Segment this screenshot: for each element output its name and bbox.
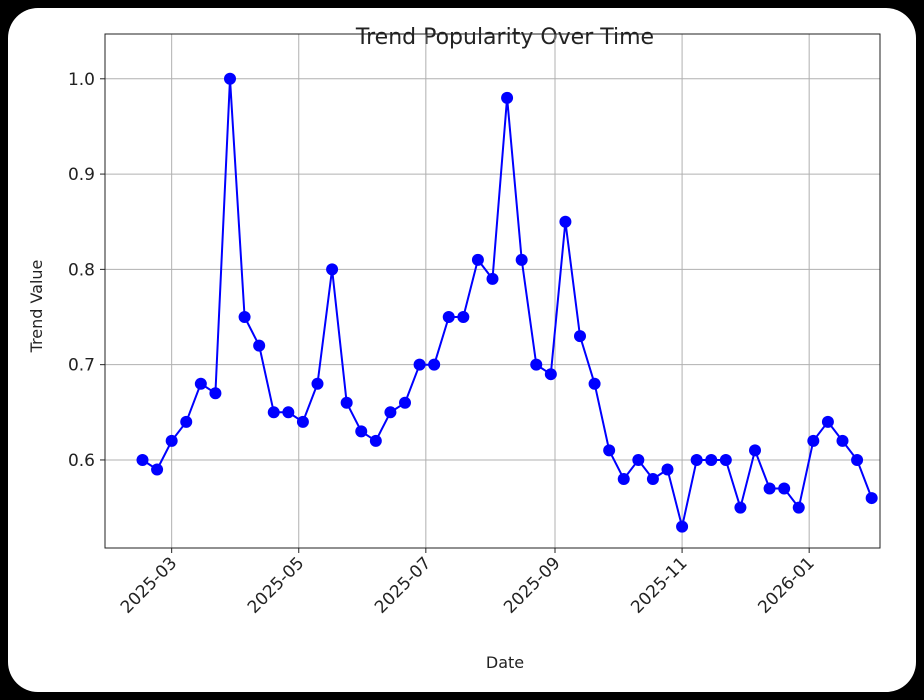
data-point xyxy=(253,339,266,352)
data-point xyxy=(821,415,834,428)
data-point xyxy=(165,434,178,447)
data-point xyxy=(749,444,761,457)
data-point xyxy=(340,396,353,409)
data-point xyxy=(705,453,718,466)
data-point xyxy=(428,358,441,371)
data-point xyxy=(603,444,616,457)
data-point xyxy=(865,492,878,505)
data-point xyxy=(807,434,820,447)
data-point xyxy=(267,406,280,419)
data-point xyxy=(194,377,207,390)
data-point xyxy=(515,253,528,266)
y-axis-label: Trend Value xyxy=(27,260,46,354)
plot-frame xyxy=(104,33,881,549)
data-point xyxy=(851,453,864,466)
data-point xyxy=(486,272,499,285)
y-tick-label: 0.9 xyxy=(68,165,95,185)
y-tick-label: 1.0 xyxy=(68,70,95,90)
data-point xyxy=(282,406,295,419)
data-point xyxy=(646,473,659,486)
data-point xyxy=(661,463,674,476)
data-point xyxy=(151,463,164,476)
data-point xyxy=(501,91,514,104)
data-point xyxy=(136,453,149,466)
x-axis-label: Date xyxy=(486,653,524,672)
y-tick-label: 0.8 xyxy=(68,260,95,280)
data-point xyxy=(778,482,791,495)
data-point xyxy=(369,434,382,447)
data-point xyxy=(836,434,849,447)
data-point xyxy=(588,377,601,390)
data-point xyxy=(559,215,572,228)
data-point xyxy=(471,253,484,266)
card xyxy=(8,8,916,692)
data-point xyxy=(311,377,324,390)
data-point xyxy=(442,311,455,324)
data-point xyxy=(574,330,586,343)
data-point xyxy=(617,473,630,486)
y-tick-label: 0.7 xyxy=(68,356,95,376)
data-point xyxy=(632,453,645,466)
data-point xyxy=(355,425,368,438)
data-point xyxy=(530,358,543,371)
chart-title: Trend Popularity Over Time xyxy=(355,25,654,50)
data-point xyxy=(180,415,193,428)
data-point xyxy=(734,501,747,514)
data-point xyxy=(238,311,251,324)
y-tick-label: 0.6 xyxy=(68,451,95,471)
data-point xyxy=(792,501,805,514)
data-point xyxy=(763,482,776,495)
data-point xyxy=(384,406,397,419)
data-point xyxy=(399,396,411,409)
data-point xyxy=(413,358,426,371)
data-point xyxy=(296,415,309,428)
data-point xyxy=(209,387,222,400)
data-point xyxy=(544,368,557,381)
data-point xyxy=(224,72,236,85)
data-point xyxy=(457,311,470,324)
data-point xyxy=(719,453,732,466)
data-point xyxy=(676,520,689,533)
data-point xyxy=(690,453,703,466)
data-point xyxy=(326,263,339,276)
